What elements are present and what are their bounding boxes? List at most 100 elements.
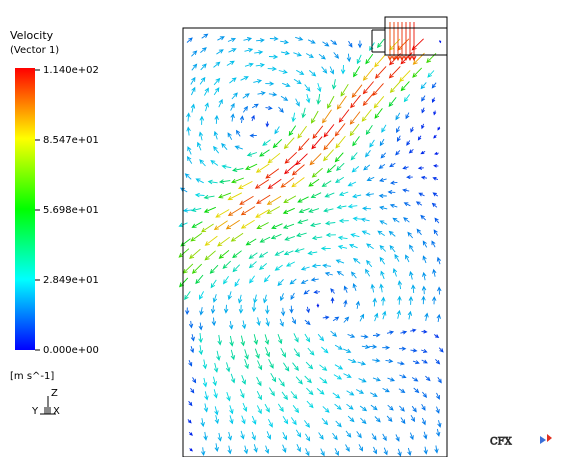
vector-arrow [259,236,271,243]
vector-arrow [191,207,202,212]
vector-arrow [186,37,193,43]
vector-arrow [364,150,371,158]
vector-arrow [365,125,373,136]
vector-arrow [432,296,437,305]
vector-arrow [280,95,289,101]
vector-arrow [214,114,219,124]
tick-label: 0.000e+00 [43,345,99,356]
vector-arrow [251,103,259,109]
vector-arrow [218,98,223,108]
vector-arrow [402,165,409,170]
vector-arrow [349,123,360,137]
vector-arrow [304,375,312,384]
vector-arrow [199,307,204,316]
vector-arrow [189,248,201,260]
vector-arrow [421,95,426,102]
vector-arrow [320,246,331,251]
vector-arrow [380,270,385,280]
vector-arrow [251,431,256,441]
vector-arrow [213,87,220,96]
vector-arrow [357,40,363,49]
vector-arrow [264,445,270,455]
vector-arrow [232,264,241,273]
vector-arrow [409,432,414,441]
vector-arrow [311,167,323,178]
vector-arrow [198,333,203,344]
legend-subtitle: (Vector 1) [10,45,59,56]
vector-arrow [396,135,401,142]
vector-arrow [191,263,203,274]
vector-arrow [266,431,272,440]
vector-arrow [188,320,194,329]
vector-arrow [269,36,279,41]
vector-arrow [291,177,305,188]
vector-arrow [311,136,323,150]
vector-arrow [269,387,275,397]
vector-arrow [217,432,222,442]
vector-arrow [435,406,440,414]
vector-arrow [392,217,400,223]
vector-arrow [235,129,241,137]
vector-arrow [318,53,326,60]
vector-arrow [361,344,371,350]
domain-outline [182,27,448,457]
vector-arrow [226,60,235,66]
vector-arrow [284,235,295,241]
vector-arrow [399,405,405,412]
vector-arrow [397,448,402,457]
vector-arrow [421,295,426,305]
vector-arrow [374,416,381,423]
vector-arrow [334,448,339,457]
vector-arrow [378,164,386,169]
vector-arrow [379,244,387,252]
vector-arrow [305,53,314,58]
vector-arrow [244,62,254,68]
vector-arrow [366,176,375,181]
vector-arrow [179,187,188,193]
vector-arrow [412,67,423,78]
vector-arrow [320,448,325,457]
vector-arrow [237,294,243,304]
vector-arrow [397,38,410,51]
vector-arrow [289,278,297,285]
vector-arrow [387,404,394,411]
vector-arrow [192,377,197,384]
vector-arrow [223,276,229,285]
vector-arrow [332,432,338,441]
vector-arrow [204,87,209,96]
vector-arrow [187,146,192,155]
vector-arrow [421,123,425,130]
logo-mark [547,434,552,442]
vector-arrow [316,93,321,105]
vector-arrow [225,219,240,230]
vector-arrow [322,41,330,47]
vector-arrow [239,115,245,123]
vector-arrow [253,334,259,346]
vector-arrow [212,376,217,387]
vector-arrow [400,330,408,335]
vector-arrow [337,235,348,241]
vector-arrow [238,181,253,189]
vector-arrow [225,362,231,373]
vector-arrow [309,153,322,166]
vector-arrow [227,291,232,301]
vector-arrow [268,358,274,369]
vector-arrow [274,264,283,271]
vector-arrow [362,92,374,106]
vector-arrow [343,348,352,353]
legend-units: [m s^-1] [10,371,54,382]
vector-arrow [362,81,374,95]
vector-arrow [264,403,270,413]
vector-arrow [257,360,263,371]
vector-field [178,22,444,457]
vector-arrow [202,359,208,370]
vector-arrow [280,347,286,358]
vector-arrow [227,37,237,42]
vector-arrow [382,345,391,350]
vector-arrow [272,138,283,149]
vector-arrow [264,334,270,345]
vector-arrow [186,112,191,122]
vector-arrow [407,231,414,239]
vector-arrow [281,50,290,56]
vector-arrow [421,329,428,334]
